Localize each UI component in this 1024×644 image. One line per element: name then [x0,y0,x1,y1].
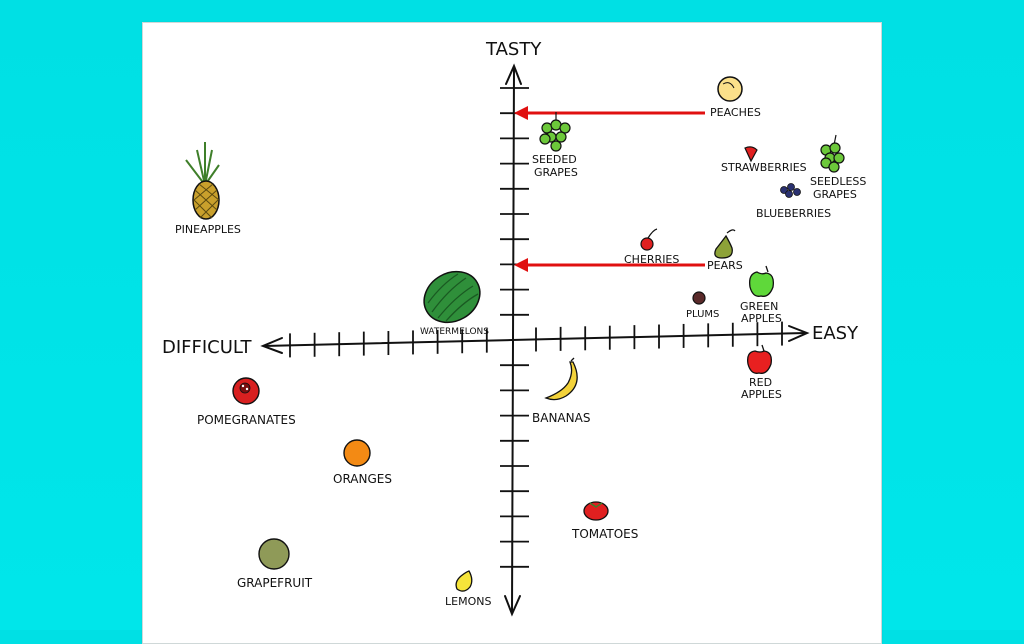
fruit-label-seeded-grapes-2: GRAPES [534,166,578,179]
horizontal-axis-arrow-left [260,337,283,354]
grapefruit-icon [258,538,290,570]
peach-icon [717,76,743,102]
fruit-label-grapefruit: GRAPEFRUIT [237,576,313,590]
seedless-grapes-icon [820,134,845,173]
fruit-label-seeded-grapes-1: SEEDED [532,153,577,166]
fruit-label-cherries: CHERRIES [624,253,679,266]
blueberries-icon [780,183,801,198]
fruit-label-pomegranates: POMEGRANATES [197,413,296,427]
fruit-label-blueberries: BLUEBERRIES [756,207,831,220]
pineapple-icon [185,142,220,220]
watermelon-icon [423,270,481,324]
fruit-label-oranges: ORANGES [333,472,392,486]
fruit-label-plums: PLUMS [686,309,719,320]
fruit-label-peaches: PEACHES [710,106,761,119]
axis-label-difficult: DIFFICULT [162,337,252,358]
fruit-label-seedless-grapes-2: GRAPES [813,188,857,201]
fruit-label-seedless-grapes-1: SEEDLESS [810,175,866,188]
fruit-label-lemons: LEMONS [445,595,491,608]
fruit-label-green-apples-2: APPLES [741,312,782,325]
horizontal-axis [263,332,807,347]
vertical-axis-arrow-bottom [504,595,521,617]
axis-label-tasty: TASTY [485,39,542,60]
fruit-label-pineapples: PINEAPPLES [175,223,241,236]
banana-icon [544,357,578,401]
axis-label-easy: EASY [812,323,859,344]
red-apple-icon [747,344,772,374]
orange-icon [343,439,371,467]
fruit-label-strawberries: STRAWBERRIES [721,161,807,174]
arrow-peaches [514,106,705,120]
fruit-label-green-apples-1: GREEN [740,300,778,313]
fruit-label-bananas: BANANAS [532,411,590,425]
horizontal-axis-arrow-right [788,325,810,342]
seeded-grapes-icon [539,112,571,152]
fruit-label-pears: PEARS [707,259,743,272]
vertical-axis-arrow-top [505,63,522,85]
green-apple-icon [749,265,774,297]
fruit-label-red-apples-2: APPLES [741,388,782,401]
lemon-icon [455,570,473,592]
cherry-icon [640,228,658,251]
tomato-icon [583,501,609,521]
pomegranate-icon [232,377,260,405]
fruit-label-tomatoes: TOMATOES [571,527,638,541]
strawberry-icon [744,146,758,163]
arrow-pears [514,258,705,272]
fruit-chart: TASTY DIFFICULT EASY PINEAPPLES PEACHES … [162,39,866,617]
axes [260,63,810,617]
pear-icon [714,229,736,259]
plum-icon [692,291,706,305]
fruit-label-red-apples-1: RED [749,376,772,389]
fruit-label-watermelons: WATERMELONS [420,327,489,337]
